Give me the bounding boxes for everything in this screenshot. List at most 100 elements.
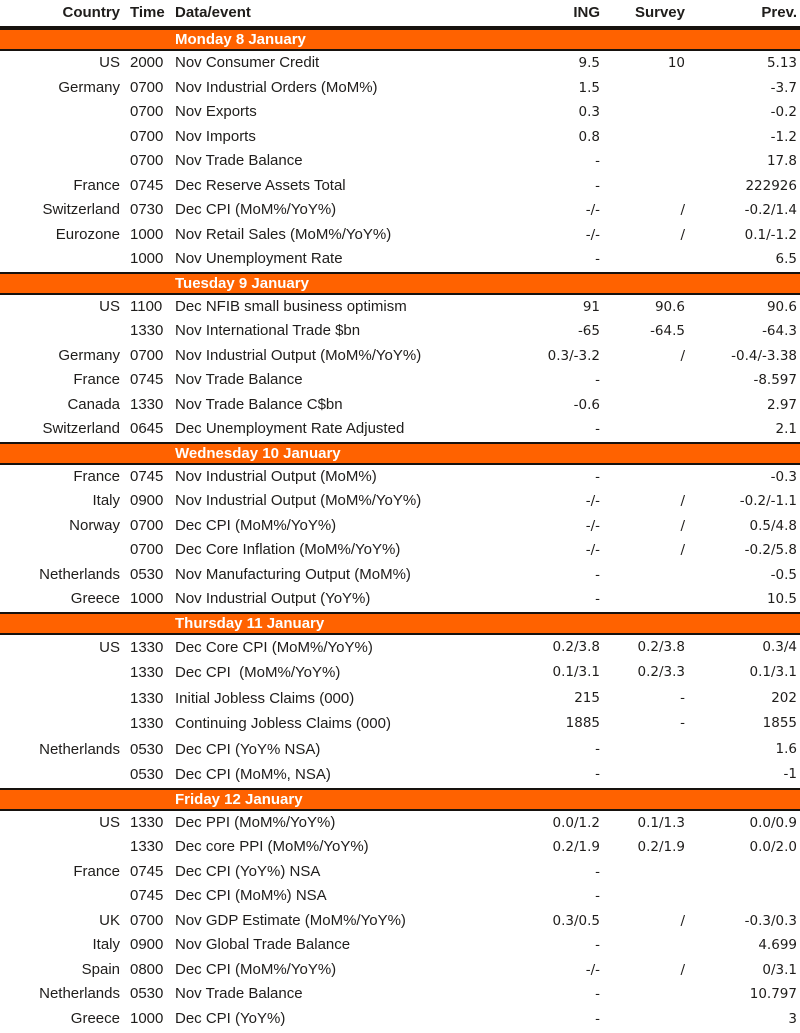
survey-value: 90.6 [654, 298, 685, 315]
header-survey: Survey [634, 4, 685, 21]
ing-value: -/- [585, 493, 600, 509]
country-cell: France [73, 371, 120, 388]
time-cell: 0700 [130, 541, 164, 558]
header-time: Time [130, 4, 165, 21]
country-cell: Greece [70, 1009, 120, 1027]
country-cell: Spain [81, 960, 120, 978]
prev-value: -8.597 [753, 372, 797, 388]
event-row: Germany 0700 Nov Industrial Output (MoM%… [0, 344, 800, 369]
event-row: Italy 0900 Nov Global Trade Balance - 4.… [0, 933, 800, 958]
time-cell: 0730 [130, 201, 164, 218]
time-cell: 0700 [130, 78, 164, 96]
event-cell: Nov Industrial Output (MoM%) [175, 467, 377, 485]
event-cell: Dec PPI (MoM%/YoY%) [175, 813, 336, 831]
prev-value: 0.1/-1.2 [744, 226, 797, 243]
survey-value: - [680, 715, 685, 731]
time-cell: 1330 [130, 638, 164, 656]
prev-value: 90.6 [766, 298, 797, 315]
event-row: US 1330 Dec PPI (MoM%/YoY%) 0.0/1.2 0.1/… [0, 811, 800, 836]
time-cell: 0900 [130, 936, 164, 953]
time-cell: 1330 [130, 664, 164, 681]
day-section: Tuesday 9 January US 1100 Dec NFIB small… [0, 271, 800, 442]
country-cell: Greece [70, 590, 120, 607]
event-cell: Nov Trade Balance [175, 371, 303, 388]
time-cell: 1000 [130, 225, 164, 243]
event-cell: Nov GDP Estimate (MoM%/YoY%) [175, 911, 406, 929]
event-row: France 0745 Nov Industrial Output (MoM%)… [0, 465, 800, 490]
ing-value: 1.5 [578, 79, 600, 96]
prev-value: 222926 [745, 177, 797, 194]
event-cell: Dec CPI (MoM%/YoY%) [175, 960, 337, 978]
event-cell: Nov Consumer Credit [175, 54, 320, 71]
survey-value: / [680, 961, 685, 978]
event-cell: Dec NFIB small business optimism [175, 297, 407, 315]
prev-value: 10.797 [749, 986, 797, 1002]
event-row: 0700 Nov Imports 0.8 -1.2 [0, 125, 800, 150]
country-cell: Eurozone [55, 225, 120, 243]
time-cell: 0900 [130, 492, 164, 509]
event-row: 1330 Initial Jobless Claims (000) 215 - … [0, 686, 800, 712]
event-cell: Nov Unemployment Rate [175, 250, 343, 267]
prev-value: -0.2 [770, 104, 797, 120]
prev-value: 4.699 [758, 937, 797, 953]
time-cell: 0530 [130, 565, 164, 583]
event-row: US 1330 Dec Core CPI (MoM%/YoY%) 0.2/3.8… [0, 635, 800, 661]
prev-value: 10.5 [766, 591, 797, 607]
ing-value: - [595, 986, 600, 1002]
event-row: US 2000 Nov Consumer Credit 9.5 10 5.13 [0, 51, 800, 76]
ing-value: - [595, 468, 600, 485]
event-cell: Dec CPI (MoM%/YoY%) [175, 516, 337, 534]
ing-value: -0.6 [573, 396, 600, 413]
event-row: Switzerland 0645 Dec Unemployment Rate A… [0, 417, 800, 442]
time-cell: 0645 [130, 420, 164, 437]
ing-value: - [595, 937, 600, 953]
prev-value: 17.8 [766, 153, 797, 169]
prev-value: -0.5 [770, 566, 797, 583]
ing-value: - [595, 251, 600, 267]
survey-value: / [680, 493, 685, 509]
time-cell: 0530 [130, 766, 164, 783]
prev-value: -1 [783, 766, 797, 782]
ing-value: - [595, 421, 600, 437]
event-row: US 1100 Dec NFIB small business optimism… [0, 295, 800, 320]
event-cell: Nov Exports [175, 103, 257, 120]
event-row: UK 0700 Nov GDP Estimate (MoM%/YoY%) 0.3… [0, 909, 800, 934]
prev-value: 6.5 [775, 251, 797, 267]
country-cell: US [99, 638, 120, 656]
ing-value: 0.8 [578, 128, 600, 145]
country-cell: Netherlands [39, 740, 120, 758]
event-cell: Nov Industrial Output (YoY%) [175, 590, 371, 607]
event-cell: Nov Retail Sales (MoM%/YoY%) [175, 225, 392, 243]
event-cell: Dec Unemployment Rate Adjusted [175, 420, 405, 437]
survey-value: / [680, 226, 685, 243]
survey-value: / [680, 912, 685, 929]
ing-value: -/- [585, 202, 600, 218]
event-row: 1330 Dec core PPI (MoM%/YoY%) 0.2/1.9 0.… [0, 835, 800, 860]
time-cell: 0700 [130, 103, 164, 120]
prev-value: 0/3.1 [762, 961, 797, 978]
event-cell: Dec Core CPI (MoM%/YoY%) [175, 638, 373, 656]
ing-value: - [595, 888, 600, 904]
event-row: Greece 1000 Nov Industrial Output (YoY%)… [0, 587, 800, 612]
event-cell: Nov International Trade $bn [175, 322, 361, 339]
ing-value: 9.5 [578, 55, 600, 71]
time-cell: 0800 [130, 960, 164, 978]
ing-value: 1885 [565, 715, 600, 731]
time-cell: 0700 [130, 516, 164, 534]
time-cell: 0700 [130, 911, 164, 929]
event-row: 0745 Dec CPI (MoM%) NSA - [0, 884, 800, 909]
day-label: Thursday 11 January [175, 614, 325, 632]
time-cell: 1330 [130, 689, 164, 707]
event-cell: Nov Industrial Output (MoM%/YoY%) [175, 346, 422, 364]
ing-value: 0.3/0.5 [552, 912, 601, 929]
survey-value: - [680, 689, 685, 706]
event-row: Switzerland 0730 Dec CPI (MoM%/YoY%) -/-… [0, 198, 800, 223]
country-cell: US [99, 813, 120, 831]
survey-value: / [680, 347, 685, 364]
country-cell: Italy [92, 492, 120, 509]
event-row: 0700 Dec Core Inflation (MoM%/YoY%) -/- … [0, 538, 800, 563]
day-label: Wednesday 10 January [175, 444, 341, 462]
country-cell: France [73, 176, 120, 194]
ing-value: -65 [577, 323, 600, 339]
